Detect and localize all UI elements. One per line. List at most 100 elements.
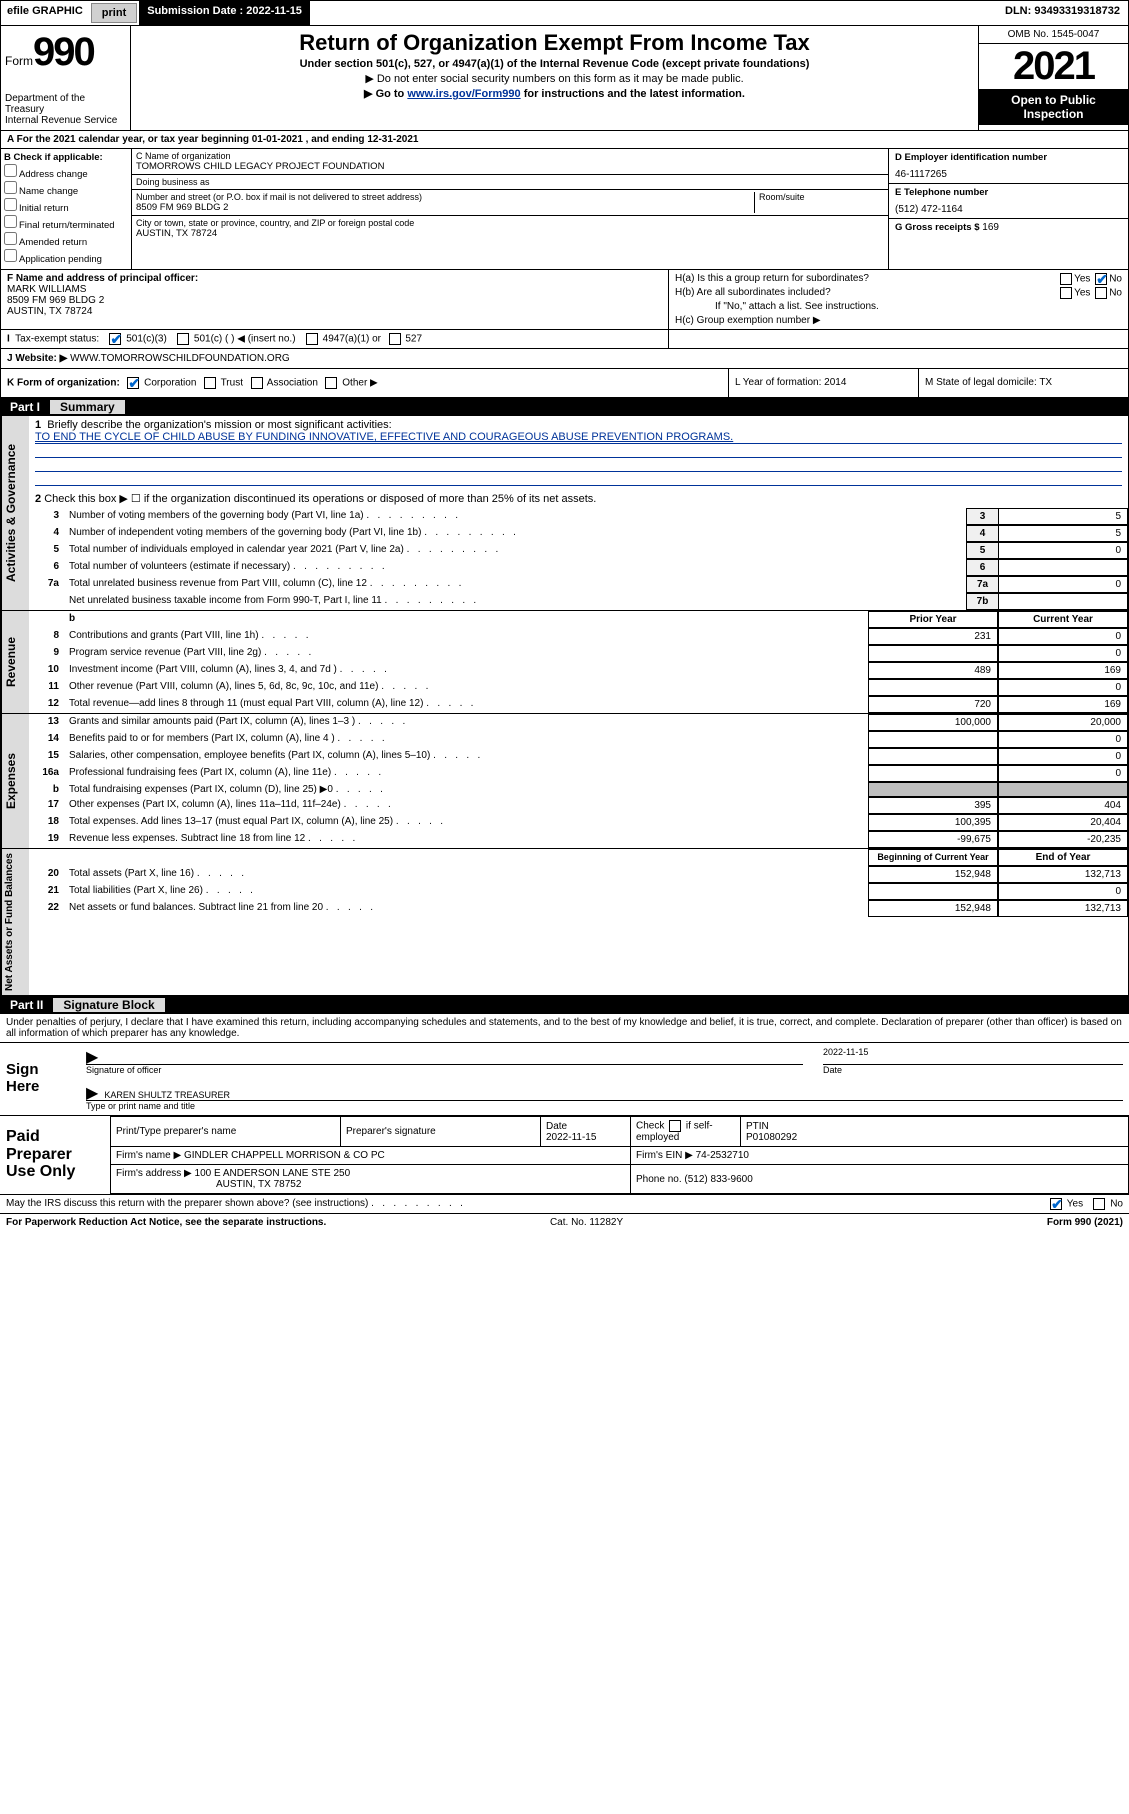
501c3-checkbox[interactable] <box>109 333 121 345</box>
form-subtitle-1: Under section 501(c), 527, or 4947(a)(1)… <box>137 58 972 70</box>
hc-group-exemption: H(c) Group exemption number ▶ <box>675 315 1122 326</box>
box-d: D Employer identification number 46-1117… <box>889 149 1128 184</box>
sign-here-block: Sign Here ▶ Signature of officer 2022-11… <box>0 1043 1129 1116</box>
check-final-return[interactable]: Final return/terminated <box>4 215 128 231</box>
declaration-text: Under penalties of perjury, I declare th… <box>0 1014 1129 1043</box>
check-initial-return[interactable]: Initial return <box>4 198 128 214</box>
527-checkbox[interactable] <box>389 333 401 345</box>
check-application-pending[interactable]: Application pending <box>4 249 128 265</box>
part-i-body: Activities & Governance 1 Briefly descri… <box>0 416 1129 996</box>
exp-row: bTotal fundraising expenses (Part IX, co… <box>29 782 1128 797</box>
name-title-label: Type or print name and title <box>86 1101 1123 1111</box>
tax-year: 2021 <box>979 44 1128 89</box>
4947-checkbox[interactable] <box>306 333 318 345</box>
rev-row: 12Total revenue—add lines 8 through 11 (… <box>29 696 1128 713</box>
ha-no-checkbox[interactable] <box>1095 273 1107 285</box>
sign-date: 2022-11-15 <box>823 1047 868 1064</box>
discuss-row: May the IRS discuss this return with the… <box>0 1195 1129 1214</box>
corp-checkbox[interactable] <box>127 377 139 389</box>
dba-label: Doing business as <box>136 177 884 187</box>
room-label: Room/suite <box>759 192 884 202</box>
row-a-tax-year: A For the 2021 calendar year, or tax yea… <box>0 131 1129 149</box>
gov-row: Net unrelated business taxable income fr… <box>29 593 1128 610</box>
hdr-end: End of Year <box>998 849 1128 866</box>
form-title: Return of Organization Exempt From Incom… <box>137 30 972 56</box>
assoc-checkbox[interactable] <box>251 377 263 389</box>
gov-row: 5Total number of individuals employed in… <box>29 542 1128 559</box>
section-bcdeg: B Check if applicable: Address change Na… <box>0 149 1129 270</box>
row-j: J Website: ▶ WWW.TOMORROWSCHILDFOUNDATIO… <box>0 349 1129 369</box>
discuss-yes-checkbox[interactable] <box>1050 1198 1062 1210</box>
trust-checkbox[interactable] <box>204 377 216 389</box>
net-label: Net Assets or Fund Balances <box>1 849 29 995</box>
year-of-formation: L Year of formation: 2014 <box>728 369 918 397</box>
open-to-public: Open to Public Inspection <box>979 89 1128 125</box>
ha-yes-checkbox[interactable] <box>1060 273 1072 285</box>
form-number: Form 990 <box>5 30 126 75</box>
hdr-curr: Current Year <box>998 611 1128 628</box>
irs-link[interactable]: www.irs.gov/Form990 <box>407 88 520 100</box>
exp-row: 19Revenue less expenses. Subtract line 1… <box>29 831 1128 848</box>
street-address: 8509 FM 969 BLDG 2 <box>136 202 754 213</box>
net-row: 22Net assets or fund balances. Subtract … <box>29 900 1128 917</box>
city-state-zip: AUSTIN, TX 78724 <box>136 228 884 239</box>
officer-address: 8509 FM 969 BLDG 2 AUSTIN, TX 78724 <box>7 295 104 317</box>
exp-row: 15Salaries, other compensation, employee… <box>29 748 1128 765</box>
exp-row: 18Total expenses. Add lines 13–17 (must … <box>29 814 1128 831</box>
box-e: E Telephone number (512) 472-1164 <box>889 184 1128 219</box>
ptin: P01080292 <box>746 1132 797 1143</box>
self-employed-checkbox[interactable] <box>669 1120 681 1132</box>
row-i: I Tax-exempt status: 501(c)(3) 501(c) ( … <box>0 330 1129 349</box>
hdr-beg: Beginning of Current Year <box>868 849 998 866</box>
hb-yes-checkbox[interactable] <box>1060 287 1072 299</box>
part-i-header: Part I Summary <box>0 398 1129 416</box>
rev-row: 10Investment income (Part VIII, column (… <box>29 662 1128 679</box>
gov-row: 4Number of independent voting members of… <box>29 525 1128 542</box>
cat-no: Cat. No. 11282Y <box>550 1217 623 1228</box>
net-row: 21Total liabilities (Part X, line 26)0 <box>29 883 1128 900</box>
dln: DLN: 93493319318732 <box>997 1 1128 25</box>
box-c: C Name of organization TOMORROWS CHILD L… <box>131 149 888 269</box>
form-subtitle-2: ▶ Do not enter social security numbers o… <box>137 72 972 85</box>
501c-checkbox[interactable] <box>177 333 189 345</box>
box-g: G Gross receipts $ 169 <box>889 219 1128 236</box>
exp-label: Expenses <box>1 714 29 848</box>
check-address-change[interactable]: Address change <box>4 164 128 180</box>
firm-phone: (512) 833-9600 <box>684 1174 752 1185</box>
form-header: Form 990 Department of the Treasury Inte… <box>0 26 1129 131</box>
date-label: Date <box>823 1065 1123 1075</box>
box-f: F Name and address of principal officer:… <box>1 270 668 329</box>
exp-row: 16aProfessional fundraising fees (Part I… <box>29 765 1128 782</box>
gross-receipts: 169 <box>982 222 999 233</box>
firm-address: 100 E ANDERSON LANE STE 250 <box>195 1168 351 1179</box>
net-row: 20Total assets (Part X, line 16)152,9481… <box>29 866 1128 883</box>
discuss-no-checkbox[interactable] <box>1093 1198 1105 1210</box>
box-b: B Check if applicable: Address change Na… <box>1 149 131 269</box>
hdr-prior: Prior Year <box>868 611 998 628</box>
section-fh: F Name and address of principal officer:… <box>0 270 1129 330</box>
hb-no-checkbox[interactable] <box>1095 287 1107 299</box>
firm-address-2: AUSTIN, TX 78752 <box>216 1179 301 1190</box>
part-ii-header: Part II Signature Block <box>0 996 1129 1014</box>
org-name: TOMORROWS CHILD LEGACY PROJECT FOUNDATIO… <box>136 161 884 172</box>
check-amended-return[interactable]: Amended return <box>4 232 128 248</box>
state-domicile: M State of legal domicile: TX <box>918 369 1128 397</box>
mission-text[interactable]: TO END THE CYCLE OF CHILD ABUSE BY FUNDI… <box>35 431 733 443</box>
check-name-change[interactable]: Name change <box>4 181 128 197</box>
gov-row: 6Total number of volunteers (estimate if… <box>29 559 1128 576</box>
print-button[interactable]: print <box>91 3 137 23</box>
q1-mission: 1 Briefly describe the organization's mi… <box>29 416 1128 489</box>
row-klm: K Form of organization: Corporation Trus… <box>0 369 1129 398</box>
other-checkbox[interactable] <box>325 377 337 389</box>
ein: 46-1117265 <box>895 169 1122 180</box>
exp-row: 17Other expenses (Part IX, column (A), l… <box>29 797 1128 814</box>
top-bar: efile GRAPHIC print Submission Date : 20… <box>0 0 1129 26</box>
rev-row: 8Contributions and grants (Part VIII, li… <box>29 628 1128 645</box>
efile-label: efile GRAPHIC <box>1 1 89 25</box>
officer-name: MARK WILLIAMS <box>7 284 86 295</box>
form-footer: Form 990 (2021) <box>1047 1217 1123 1228</box>
department-label: Department of the Treasury Internal Reve… <box>5 93 126 126</box>
website-url: WWW.TOMORROWSCHILDFOUNDATION.ORG <box>70 353 290 364</box>
footer: For Paperwork Reduction Act Notice, see … <box>0 1214 1129 1231</box>
gov-row: 3Number of voting members of the governi… <box>29 508 1128 525</box>
